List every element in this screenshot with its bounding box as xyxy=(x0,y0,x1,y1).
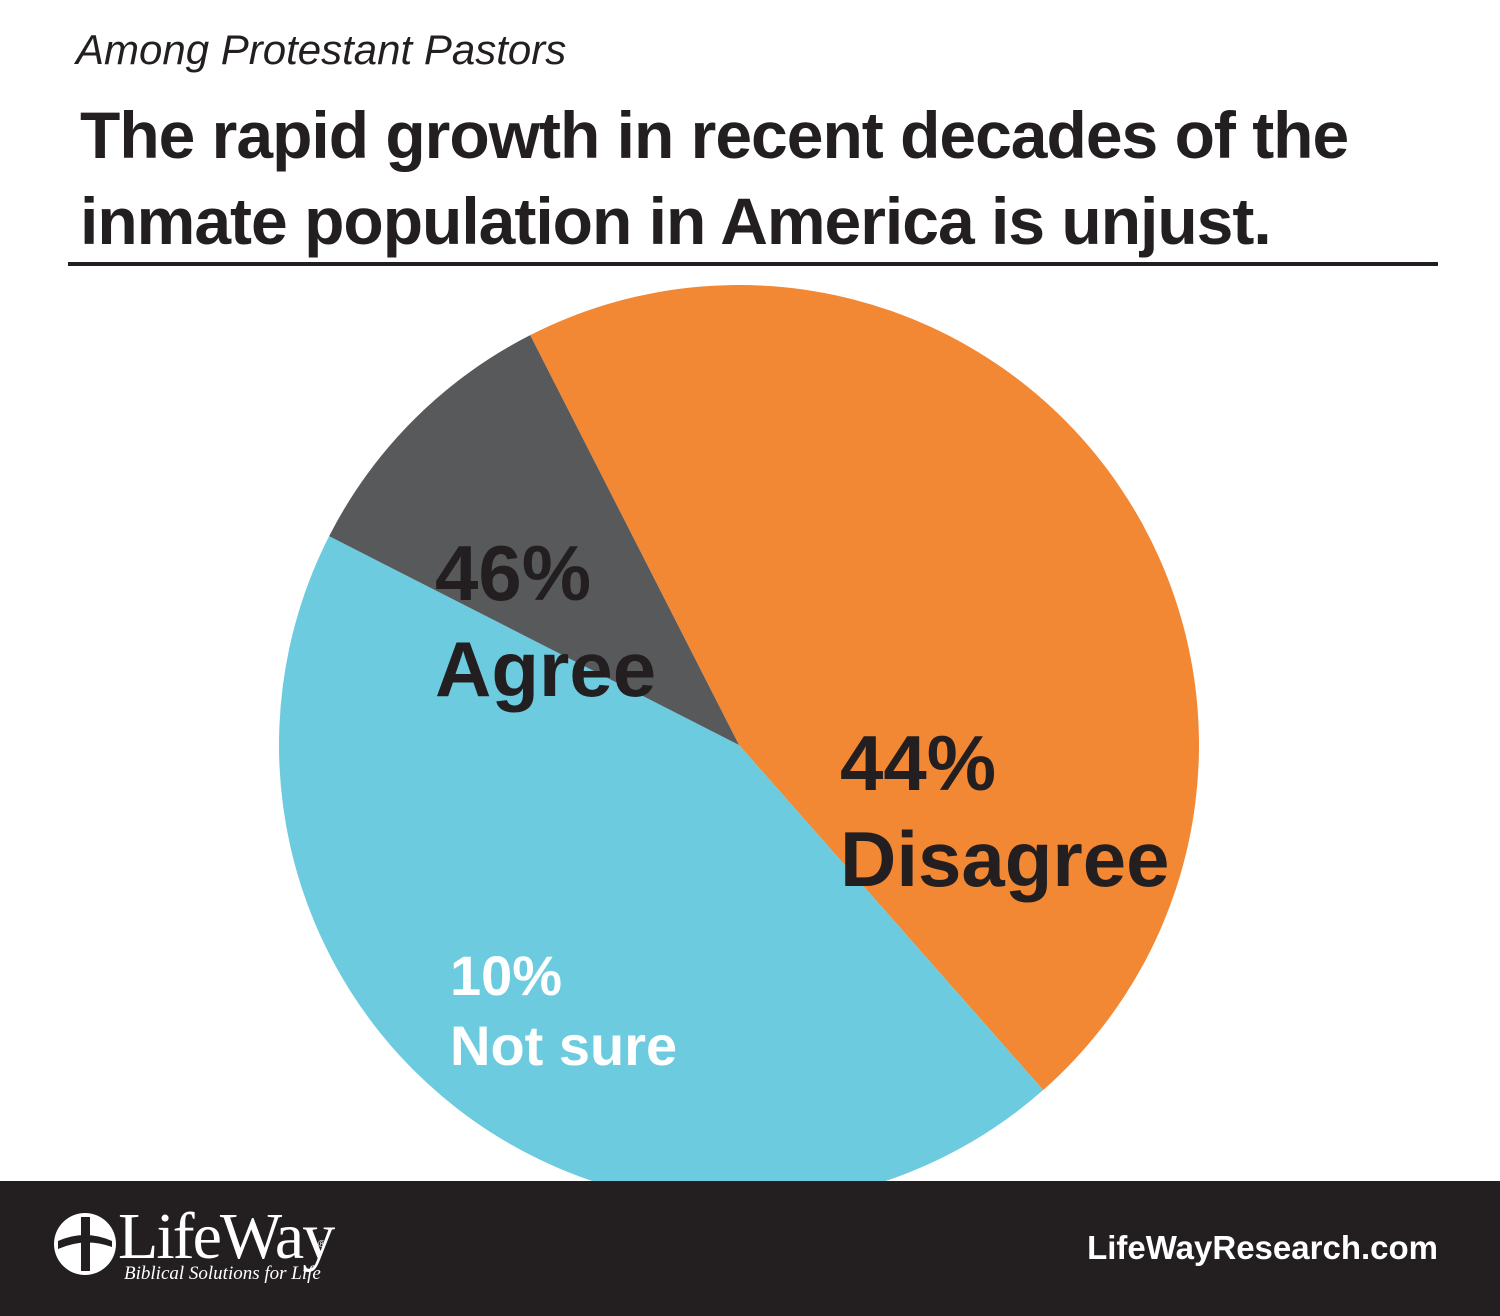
pie-slice-agree xyxy=(530,284,1199,1091)
pie-slice-not-sure xyxy=(329,335,739,745)
slice-value-label-not-sure: 10% xyxy=(450,944,562,1007)
slice-value-label-disagree: 44% xyxy=(840,719,996,807)
registered-mark: ® xyxy=(318,1239,326,1250)
slice-value-label-agree: 46% xyxy=(435,529,591,617)
slice-category-label-not-sure: Not sure xyxy=(450,1014,677,1077)
slice-category-label-disagree: Disagree xyxy=(840,815,1170,903)
chart-title: The rapid growth in recent decades of th… xyxy=(80,98,1349,258)
logo-wordmark: LifeWay xyxy=(118,1200,335,1273)
slice-category-label-agree: Agree xyxy=(435,625,656,713)
website-link[interactable]: LifeWayResearch.com xyxy=(1087,1229,1438,1266)
chart-subtitle: Among Protestant Pastors xyxy=(76,26,567,73)
lifeway-logo-icon xyxy=(54,1213,116,1275)
footer-bar: LifeWay ® Biblical Solutions for Life Li… xyxy=(0,1181,1500,1316)
logo-tagline: Biblical Solutions for Life xyxy=(124,1263,321,1284)
title-divider xyxy=(68,262,1438,266)
pie-slice-disagree xyxy=(278,536,1044,1206)
